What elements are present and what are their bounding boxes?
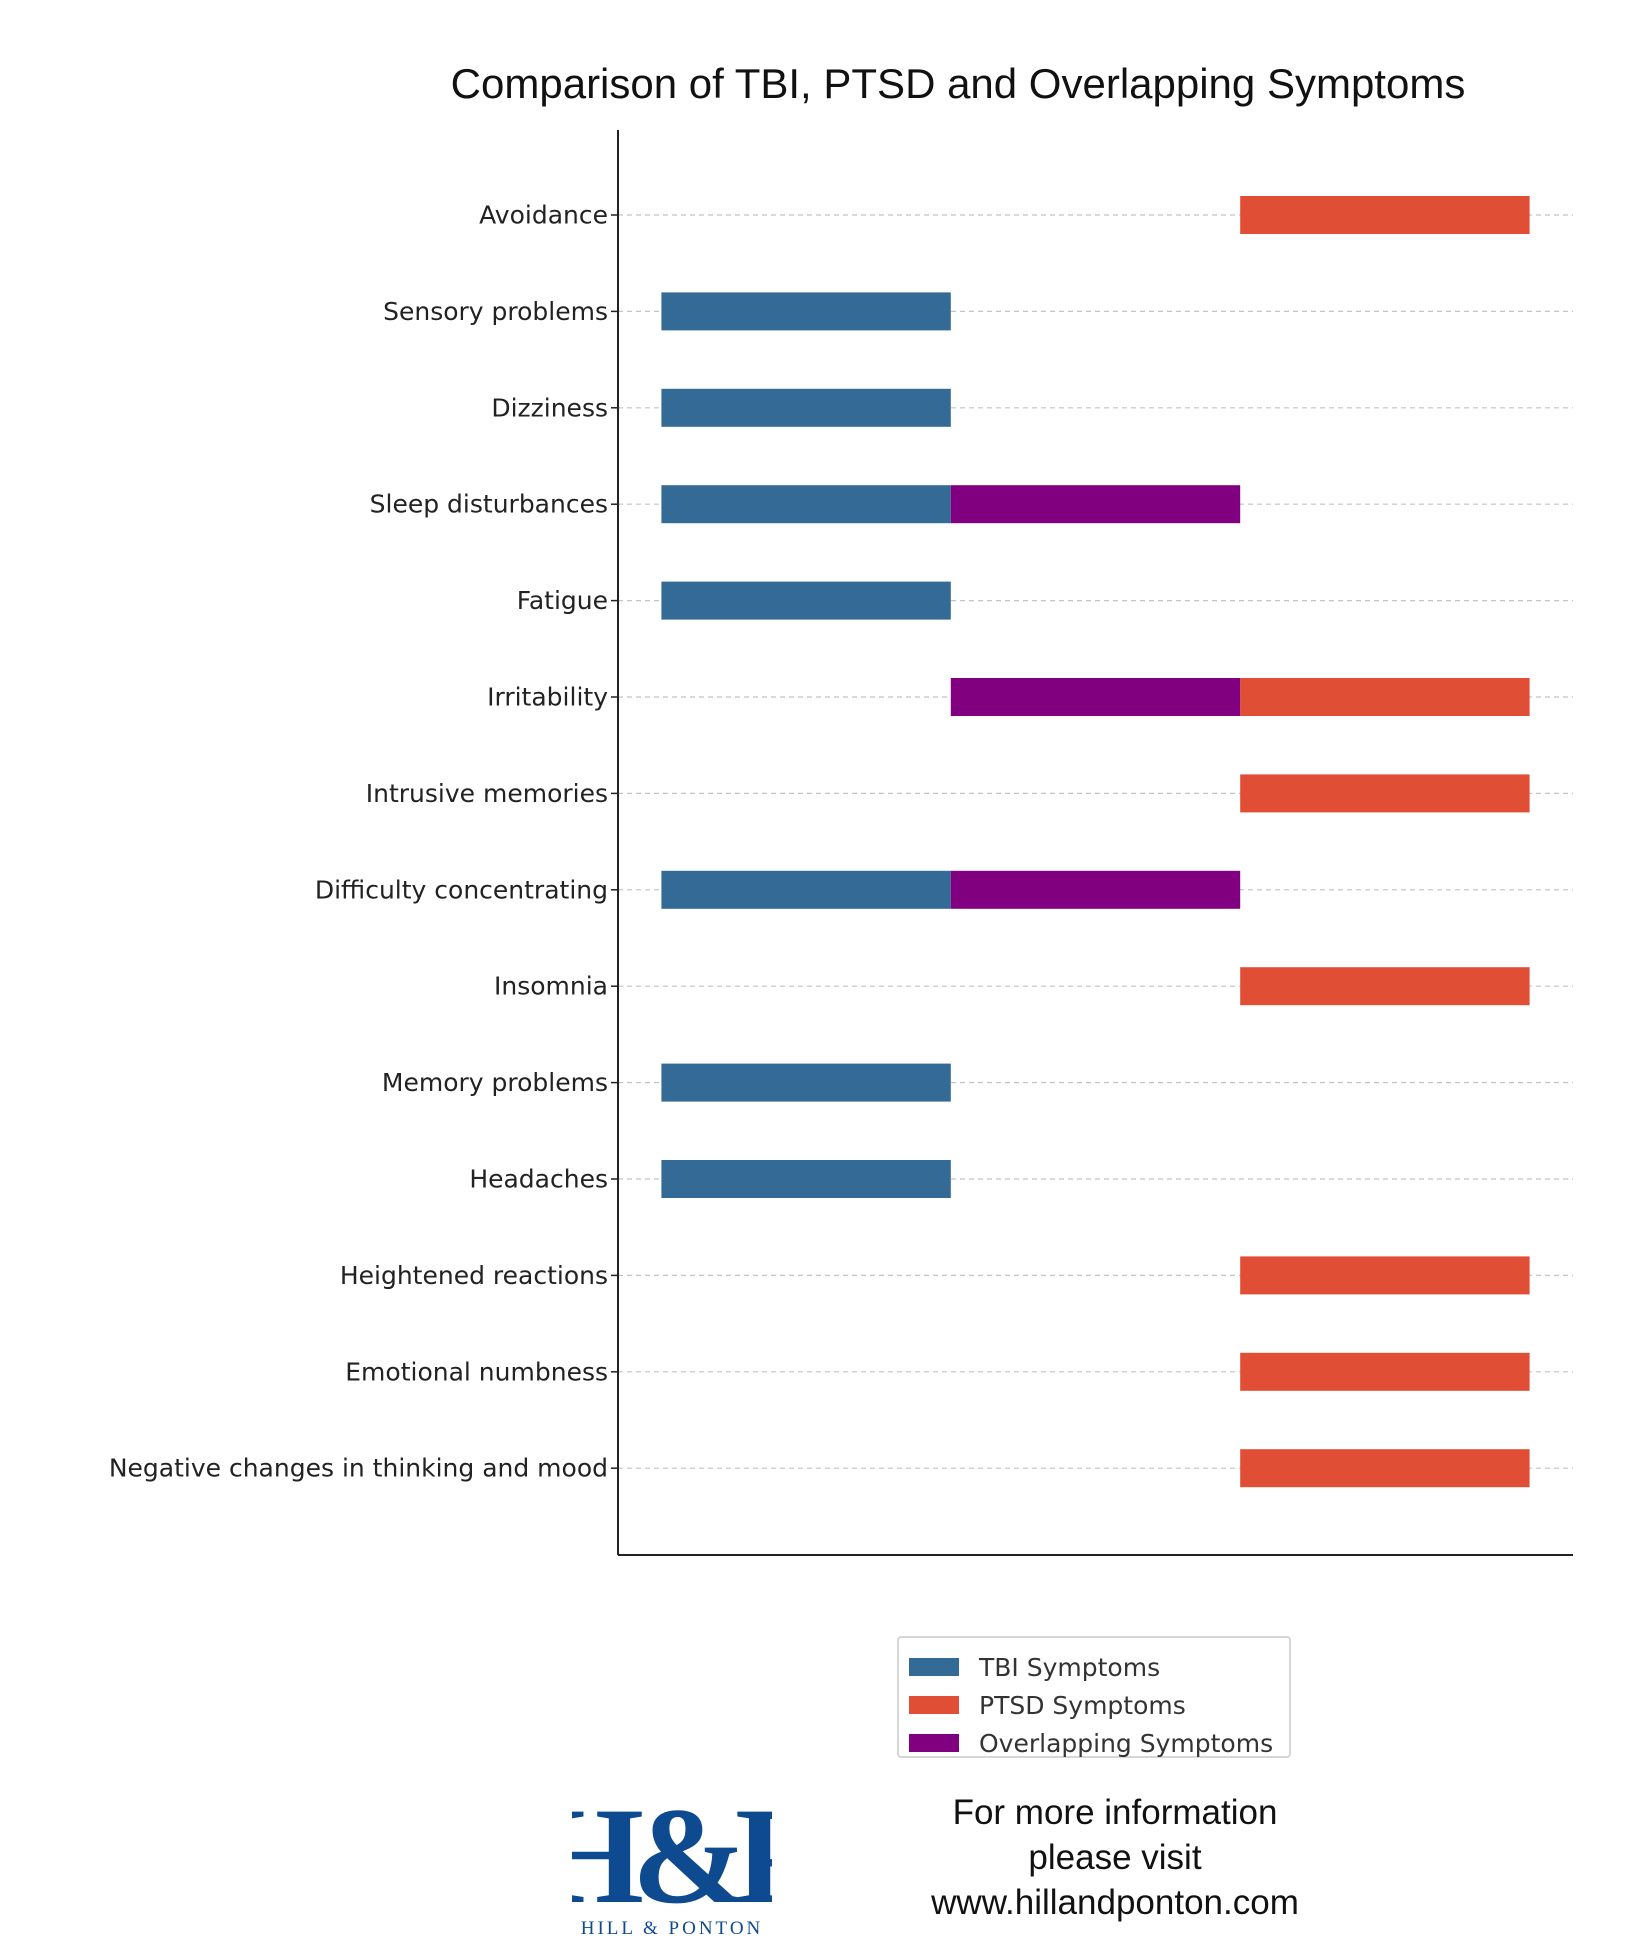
logo-subtext: HILL & PONTON bbox=[581, 1918, 764, 1939]
bar-ptsd-symptoms-heightened-reactions bbox=[1240, 1256, 1530, 1295]
y-tick-label-emotional-numbness: Emotional numbness bbox=[345, 1357, 608, 1386]
y-tick-labels: Avoidance Sensory problems Dizziness Sleep … bbox=[109, 201, 618, 1483]
chart-title: Comparison of TBI, PTSD and Overlapping … bbox=[450, 60, 1466, 107]
legend-swatch-ptsd bbox=[909, 1696, 959, 1714]
legend-swatch-tbi bbox=[909, 1658, 959, 1676]
logo-mark: H&P bbox=[572, 1782, 772, 1932]
info-line-1: For more information bbox=[952, 1793, 1278, 1832]
legend-label-tbi: TBI Symptoms bbox=[979, 1652, 1161, 1682]
legend-item-ptsd: PTSD Symptoms bbox=[909, 1690, 1186, 1720]
legend-item-tbi: TBI Symptoms bbox=[909, 1652, 1160, 1682]
bar-tbi-symptoms-difficulty-concentrating bbox=[661, 870, 951, 909]
bar-ptsd-symptoms-negative-changes-in-thinking-and-mood bbox=[1240, 1449, 1530, 1488]
bar-tbi-symptoms-dizziness bbox=[661, 388, 951, 427]
bar-overlapping-symptoms-sleep-disturbances bbox=[950, 485, 1241, 524]
y-tick-label-sensory-problems: Sensory problems bbox=[383, 297, 608, 326]
bar-ptsd-symptoms-irritability bbox=[1240, 678, 1530, 716]
y-tick-label-avoidance: Avoidance bbox=[479, 201, 608, 230]
y-tick-label-dizziness: Dizziness bbox=[491, 393, 608, 422]
info-line-2: please visit bbox=[1028, 1838, 1202, 1877]
legend-swatch-overlapping bbox=[909, 1734, 959, 1752]
more-info-text: For more information please visit www.hi… bbox=[880, 1790, 1350, 1925]
bar-ptsd-symptoms-emotional-numbness bbox=[1240, 1352, 1530, 1391]
info-website: www.hillandponton.com bbox=[931, 1883, 1299, 1922]
y-tick-label-negative-changes-in-thinking-and-mood: Negative changes in thinking and mood bbox=[109, 1454, 608, 1483]
bar-ptsd-symptoms-avoidance bbox=[1240, 196, 1530, 234]
bar-ptsd-symptoms-intrusive-memories bbox=[1240, 774, 1530, 813]
bar-tbi-symptoms-memory-problems bbox=[661, 1063, 951, 1102]
bar-overlapping-symptoms-irritability bbox=[950, 678, 1241, 716]
y-tick-label-headaches: Headaches bbox=[469, 1165, 608, 1194]
y-tick-label-insomnia: Insomnia bbox=[494, 972, 608, 1001]
bar-ptsd-symptoms-insomnia bbox=[1240, 967, 1530, 1006]
legend-item-overlapping: Overlapping Symptoms bbox=[909, 1728, 1273, 1758]
legend: TBI Symptoms PTSD Symptoms Overlapping S… bbox=[897, 1636, 1291, 1758]
bars bbox=[661, 196, 1530, 1488]
bar-tbi-symptoms-sensory-problems bbox=[661, 292, 951, 331]
y-tick-label-memory-problems: Memory problems bbox=[382, 1068, 608, 1097]
bar-tbi-symptoms-sleep-disturbances bbox=[661, 485, 951, 524]
legend-label-overlapping: Overlapping Symptoms bbox=[979, 1728, 1274, 1758]
hill-ponton-logo: H&P HILL & PONTON bbox=[572, 1782, 772, 1939]
y-tick-label-fatigue: Fatigue bbox=[517, 586, 608, 615]
bar-tbi-symptoms-fatigue bbox=[661, 581, 951, 620]
bar-tbi-symptoms-headaches bbox=[661, 1160, 951, 1198]
bar-overlapping-symptoms-difficulty-concentrating bbox=[950, 870, 1241, 909]
y-tick-label-heightened-reactions: Heightened reactions bbox=[340, 1261, 608, 1290]
y-tick-label-irritability: Irritability bbox=[487, 683, 608, 712]
legend-label-ptsd: PTSD Symptoms bbox=[979, 1690, 1186, 1720]
y-tick-label-sleep-disturbances: Sleep disturbances bbox=[370, 490, 608, 519]
y-tick-label-difficulty-concentrating: Difficulty concentrating bbox=[315, 875, 608, 904]
y-tick-label-intrusive-memories: Intrusive memories bbox=[366, 779, 608, 808]
